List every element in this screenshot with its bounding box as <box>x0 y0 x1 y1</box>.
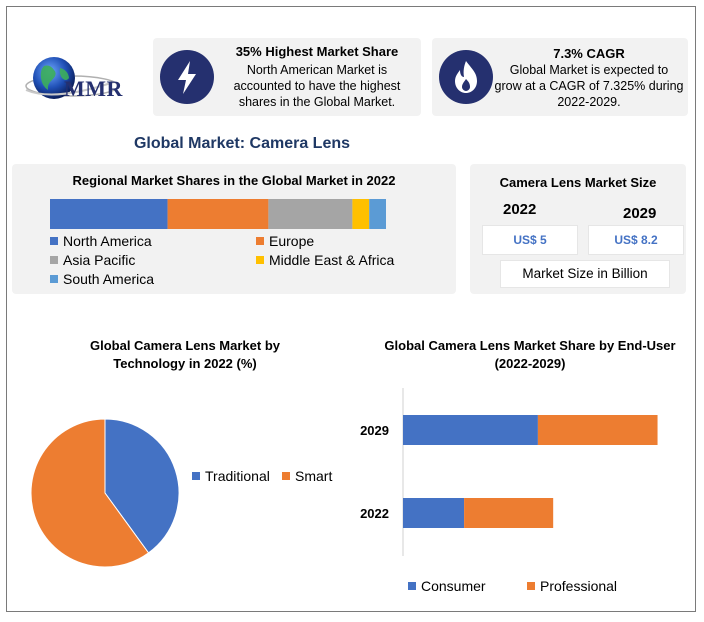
legend-swatch <box>256 237 264 245</box>
legend-swatch <box>50 256 58 264</box>
legend-swatch <box>192 472 200 480</box>
enduser-category-label: 2022 <box>360 506 389 521</box>
enduser-legend-professional: Professional <box>527 578 617 594</box>
legend-north-america: North America <box>50 233 152 249</box>
legend-swatch <box>50 237 58 245</box>
enduser-chart-title-line-1: Global Camera Lens Market Share by End-U… <box>384 338 676 353</box>
pie-slice-smart <box>30 418 150 568</box>
market-size-year-2029: 2029 <box>623 205 657 222</box>
highlight-text-share-1: North American Market is <box>246 63 388 77</box>
pie-chart-title-line-2: Technology in 2022 (%) <box>113 356 257 371</box>
regional-bar-segment-0 <box>50 199 168 229</box>
pie-slice-traditional <box>104 418 180 554</box>
regional-bar-segment-2 <box>268 199 353 229</box>
highlight-title-cagr: 7.3% CAGR <box>553 46 625 61</box>
legend-label: South America <box>63 271 155 287</box>
highlight-text-cagr-2: grow at a CAGR of 7.325% during <box>494 79 684 93</box>
infographic-frame <box>6 6 696 612</box>
regional-bar-segment-1 <box>167 199 269 229</box>
legend-swatch <box>256 256 264 264</box>
legend-swatch <box>282 472 290 480</box>
pie-chart-title-line-1: Global Camera Lens Market by <box>89 338 280 353</box>
highlight-card-share: 35% Highest Market Share North American … <box>153 38 421 116</box>
highlight-title-share: 35% Highest Market Share <box>235 44 399 59</box>
market-size-year-2022: 2022 <box>503 201 537 218</box>
globe-icon <box>25 57 119 99</box>
enduser-chart-title-line-2: (2022-2029) <box>494 356 566 371</box>
market-size-value-2029: US$ 8.2 <box>588 225 684 255</box>
technology-pie-chart <box>30 418 180 568</box>
legend-label: Consumer <box>421 578 486 594</box>
regional-bar-segment-3 <box>352 199 370 229</box>
regional-share-panel: Regional Market Shares in the Global Mar… <box>12 164 456 294</box>
enduser-category-label: 2029 <box>360 423 389 438</box>
enduser-bar-professional-2022 <box>464 498 554 528</box>
legend-label: Europe <box>269 233 315 249</box>
highlight-text-cagr-3: 2022-2029. <box>557 95 621 109</box>
lightning-icon <box>160 50 214 104</box>
enduser-legend-consumer: Consumer <box>408 578 486 594</box>
highlight-card-cagr: 7.3% CAGR Global Market is expected to g… <box>432 38 688 116</box>
legend-asia-pacific: Asia Pacific <box>50 252 135 268</box>
legend-europe: Europe <box>256 233 314 249</box>
legend-label: Smart <box>295 468 333 484</box>
legend-middle-east-africa: Middle East & Africa <box>256 252 394 268</box>
highlight-text-share-3: shares in the Global Market. <box>238 95 396 109</box>
market-size-panel: Camera Lens Market Size 2022 2029 US$ 5 … <box>470 164 686 294</box>
enduser-bar-professional-2029 <box>537 415 658 445</box>
regional-stacked-bar <box>50 199 386 229</box>
legend-swatch <box>527 582 535 590</box>
legend-label: Traditional <box>205 468 270 484</box>
legend-label: Asia Pacific <box>63 252 136 268</box>
market-size-title: Camera Lens Market Size <box>499 175 657 190</box>
regional-chart-title: Regional Market Shares in the Global Mar… <box>72 173 396 188</box>
legend-swatch <box>50 275 58 283</box>
logo-text: MMR <box>64 76 123 101</box>
page-title: Global Market: Camera Lens <box>133 135 351 152</box>
highlight-text-share-2: accounted to have the highest <box>233 79 401 93</box>
enduser-bar-consumer-2022 <box>403 498 465 528</box>
legend-label: Middle East & Africa <box>269 252 395 268</box>
pie-legend-smart: Smart <box>282 468 332 484</box>
logo: MMR <box>14 54 144 110</box>
pie-legend-traditional: Traditional <box>192 468 270 484</box>
legend-label: North America <box>63 233 152 249</box>
legend-south-america: South America <box>50 271 154 287</box>
regional-bar-segment-4 <box>369 199 386 229</box>
enduser-bar-consumer-2029 <box>403 415 538 445</box>
market-size-unit-label: Market Size in Billion <box>500 260 670 288</box>
legend-swatch <box>408 582 416 590</box>
market-size-value-2022: US$ 5 <box>482 225 578 255</box>
enduser-stacked-bar-chart: 2029 2022 <box>360 388 658 556</box>
legend-label: Professional <box>540 578 618 594</box>
highlight-text-cagr-1: Global Market is expected to <box>509 63 669 77</box>
flame-icon <box>439 50 493 104</box>
